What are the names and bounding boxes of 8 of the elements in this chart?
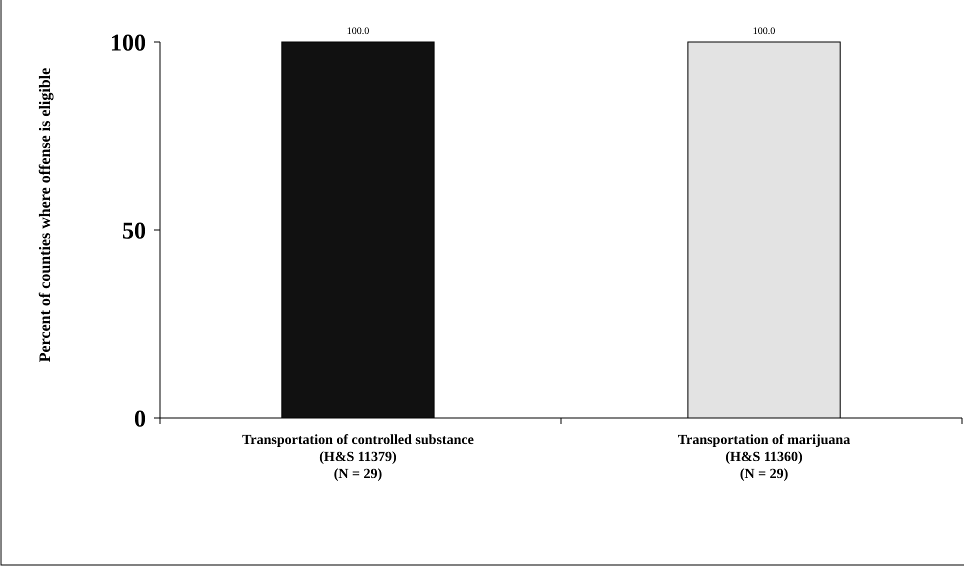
- data-label: 100.0: [346, 26, 370, 37]
- y-axis-title: Percent of counties where offense is eligible: [37, 68, 54, 362]
- x-tick-label: Transportation of marijuana (H&S 11360) (N = 29): [678, 433, 850, 482]
- y-tick-label: 0: [134, 406, 146, 432]
- y-tick-label: 50: [122, 218, 146, 244]
- y-tick-label: 100: [110, 30, 146, 56]
- x-tick-label: Transportation of controlled substance (H&S 11379) (N = 29): [242, 433, 474, 482]
- data-label: 100.0: [752, 26, 776, 37]
